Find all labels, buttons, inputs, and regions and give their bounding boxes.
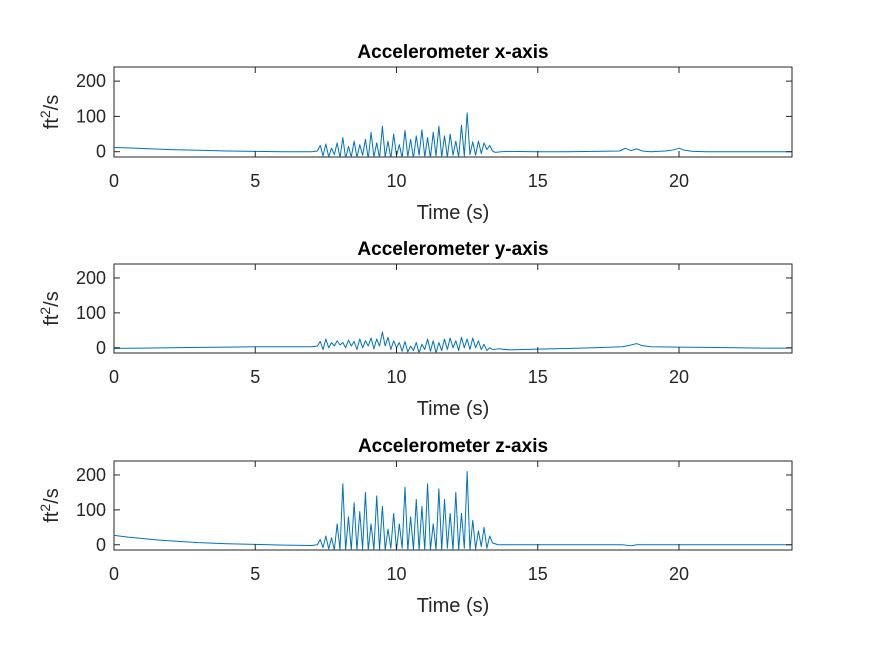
- y-tick-label: 100: [76, 106, 106, 126]
- x-tick-label: 20: [669, 171, 689, 191]
- y-tick-label: 100: [76, 303, 106, 323]
- x-tick-label: 20: [669, 367, 689, 387]
- y-axis-label-tail: /s: [41, 95, 63, 111]
- axes-box: [113, 263, 793, 354]
- x-tick-label: 5: [250, 367, 260, 387]
- x-tick-label: 5: [250, 171, 260, 191]
- series-line-3-1: [114, 470, 792, 550]
- series-line-2-1: [114, 331, 792, 353]
- x-tick-label: 0: [109, 367, 119, 387]
- x-axis-label: Time (s): [417, 595, 490, 617]
- axes-box: [113, 66, 793, 158]
- series-line-1-1: [114, 112, 792, 157]
- x-tick-label: 15: [528, 171, 548, 191]
- x-tick-label: 10: [386, 171, 406, 191]
- y-axis-label-superscript: 2: [37, 110, 53, 118]
- y-axis-label: ft2/s: [37, 95, 63, 129]
- x-tick-label: 10: [386, 367, 406, 387]
- x-axis-label: Time (s): [417, 398, 490, 420]
- y-tick-label: 200: [76, 71, 106, 91]
- x-tick-label: 10: [386, 564, 406, 584]
- subplot-title: Accelerometer x-axis: [357, 42, 548, 63]
- y-tick-label: 0: [96, 338, 106, 358]
- y-axis-label-superscript: 2: [37, 307, 53, 315]
- y-tick-label: 0: [96, 142, 106, 162]
- y-axis-label: ft2/s: [37, 488, 63, 522]
- x-tick-label: 20: [669, 564, 689, 584]
- y-axis-label-superscript: 2: [37, 504, 53, 512]
- x-tick-label: 0: [109, 171, 119, 191]
- x-axis-label: Time (s): [417, 202, 490, 224]
- x-tick-label: 5: [250, 564, 260, 584]
- x-tick-label: 15: [528, 564, 548, 584]
- axes-box: [113, 460, 793, 551]
- y-axis-label-base: ft: [41, 118, 63, 130]
- y-axis-label-tail: /s: [41, 291, 63, 307]
- x-tick-label: 15: [528, 367, 548, 387]
- y-axis-label-tail: /s: [41, 488, 63, 504]
- y-axis-label-base: ft: [41, 511, 63, 523]
- subplot-title: Accelerometer z-axis: [358, 436, 548, 457]
- y-tick-label: 100: [76, 500, 106, 520]
- subplot-title: Accelerometer y-axis: [357, 239, 548, 260]
- y-tick-label: 200: [76, 268, 106, 288]
- y-axis-label-base: ft: [41, 314, 63, 326]
- x-tick-label: 0: [109, 564, 119, 584]
- y-axis-label: ft2/s: [37, 291, 63, 325]
- y-tick-label: 200: [76, 465, 106, 485]
- y-tick-label: 0: [96, 535, 106, 555]
